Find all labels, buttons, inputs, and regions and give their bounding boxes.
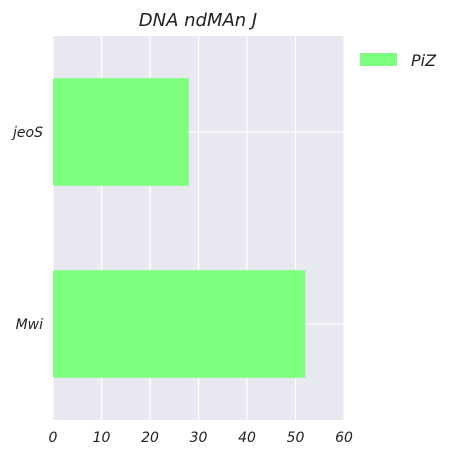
bar-mwi [53, 270, 306, 378]
bars [53, 78, 306, 378]
x-tick-label: 0 [49, 430, 58, 446]
y-tick-labels: jeoS Mwi [11, 125, 43, 333]
x-tick-label: 40 [238, 430, 256, 446]
legend: PiZ [360, 51, 437, 70]
x-tick-label: 20 [141, 430, 159, 446]
legend-label: PiZ [411, 51, 437, 70]
y-tick-label: jeoS [11, 125, 43, 141]
bar-jeos [53, 78, 189, 186]
chart-title: DNA ndMAn J [139, 10, 257, 31]
x-tick-label: 30 [190, 430, 208, 446]
x-tick-label: 50 [287, 430, 305, 446]
y-tick-label: Mwi [16, 317, 44, 333]
legend-swatch [360, 53, 397, 66]
x-tick-labels: 0 10 20 30 40 50 60 [49, 430, 353, 446]
x-tick-label: 60 [335, 430, 353, 446]
x-tick-label: 10 [93, 430, 111, 446]
